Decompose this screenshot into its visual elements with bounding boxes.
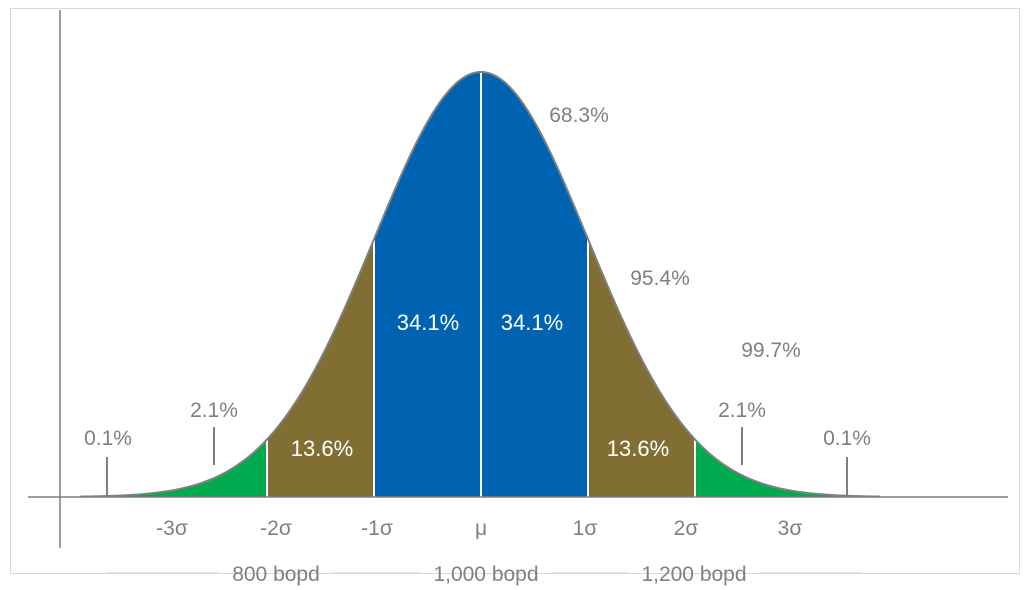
center-region-right bbox=[481, 72, 588, 497]
within-3sigma-label: 99.7% bbox=[741, 339, 801, 362]
bell-curve bbox=[79, 70, 881, 498]
bopd-label-mid: 1,000 bopd bbox=[433, 563, 538, 586]
sigma-dividers bbox=[266, 72, 696, 497]
within-1sigma-label: 68.3% bbox=[549, 104, 609, 127]
center-left-label: 34.1% bbox=[397, 310, 459, 335]
diagram-frame bbox=[10, 8, 1020, 574]
left-tail-outer-label: 0.1% bbox=[84, 427, 132, 450]
tick-label-plus3: 3σ bbox=[778, 517, 803, 540]
within-2sigma-label: 95.4% bbox=[630, 267, 690, 290]
center-right-label: 34.1% bbox=[501, 310, 563, 335]
tick-label-plus2: 2σ bbox=[674, 517, 699, 540]
middle-left-label: 13.6% bbox=[291, 436, 353, 461]
right-tail-outer-label: 0.1% bbox=[823, 427, 871, 450]
tick-label-minus1: -1σ bbox=[361, 517, 393, 540]
sigma-tick-labels: -3σ -2σ -1σ μ 1σ 2σ 3σ bbox=[156, 517, 802, 540]
left-tail-inner-label: 2.1% bbox=[190, 399, 238, 422]
tail-region-left bbox=[80, 439, 267, 497]
tick-label-mu: μ bbox=[475, 517, 487, 540]
bopd-label-high: 1,200 bopd bbox=[641, 563, 746, 586]
bopd-label-low: 800 bopd bbox=[232, 563, 320, 586]
tick-label-minus2: -2σ bbox=[260, 517, 292, 540]
tick-label-plus1: 1σ bbox=[573, 517, 598, 540]
tail-region-right bbox=[695, 439, 880, 497]
center-region-left bbox=[374, 72, 481, 497]
middle-right-label: 13.6% bbox=[607, 436, 669, 461]
right-tail-inner-label: 2.1% bbox=[718, 399, 766, 422]
tick-label-minus3: -3σ bbox=[156, 517, 188, 540]
